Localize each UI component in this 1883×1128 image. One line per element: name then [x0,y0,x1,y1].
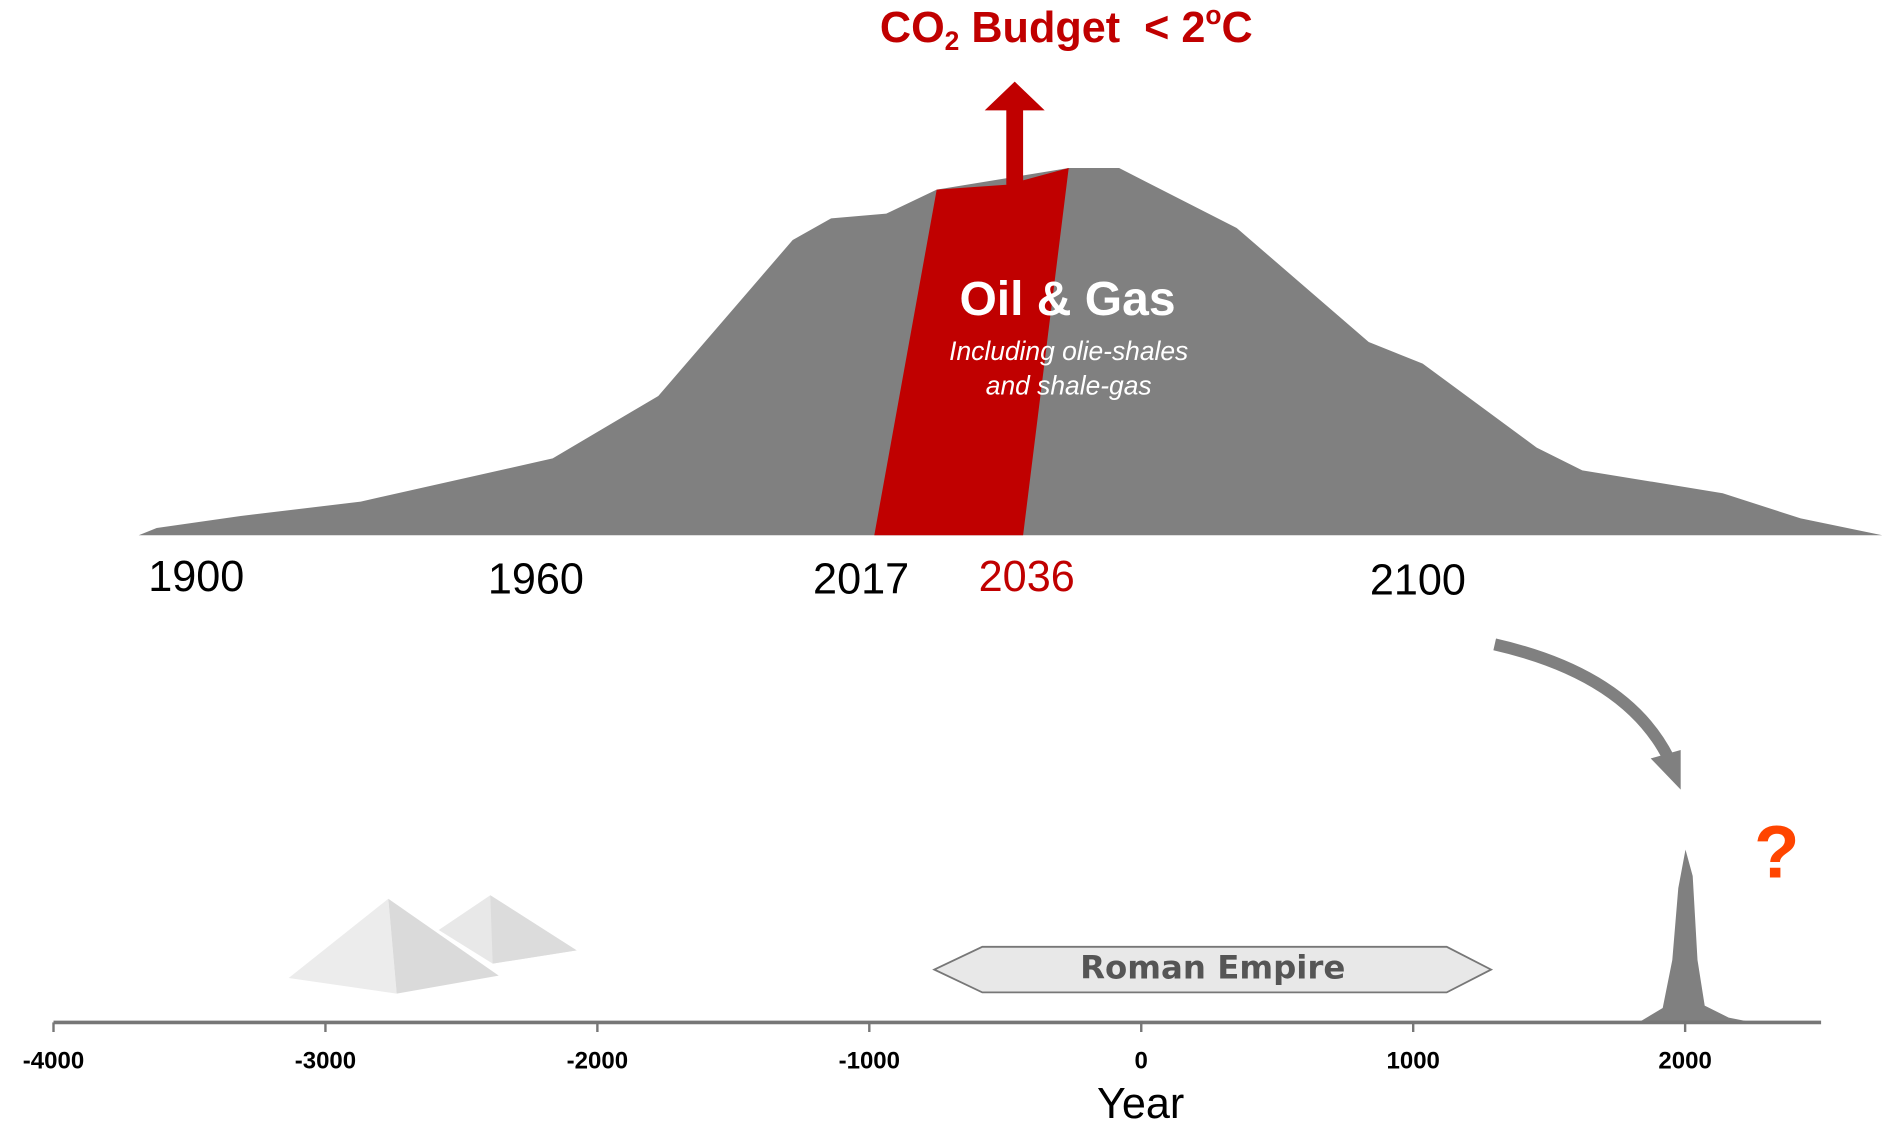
year-label: 1960 [488,555,584,603]
question-mark: ? [1754,811,1799,894]
year-label: 2036 [979,553,1075,601]
axis-label: Year [1097,1080,1184,1128]
emissions-spike [1638,849,1753,1023]
tick-label: -2000 [567,1047,628,1074]
band-note: and shale-gas [986,371,1152,401]
budget-arrow [984,81,1045,185]
band-note: Including olie-shales [949,336,1188,366]
tick-group: -4000 -3000 -2000 -1000 0 1000 2000 [23,1022,1712,1074]
roman-empire-arrow [932,945,1494,994]
tick-label: -3000 [295,1047,356,1074]
title-part: Budget < 2 [959,5,1205,53]
title-part: C [1221,5,1252,53]
year-label: 1900 [148,553,244,601]
pyramid [388,898,499,994]
pyramid [288,898,397,994]
title-sup: o [1205,0,1221,30]
tick-label: 2000 [1658,1047,1711,1074]
year-label: 2017 [813,555,909,603]
zoom-arrow [1493,638,1675,762]
band-label: Oil & Gas [959,273,1175,326]
year-label: 2100 [1370,557,1466,605]
tick-label: 1000 [1386,1047,1439,1074]
oil-gas-band [874,168,1069,536]
period-label: Roman Empire [1080,949,1345,987]
zoom-arrow-head [1650,750,1681,790]
title-sub: 2 [945,26,960,56]
tick-label: 0 [1135,1047,1148,1074]
pyramid [490,895,577,964]
tick-label: -4000 [23,1047,84,1074]
tick-label: -1000 [839,1047,900,1074]
title-part: CO [880,5,945,53]
title: CO2 Budget < 2oC [880,0,1253,56]
